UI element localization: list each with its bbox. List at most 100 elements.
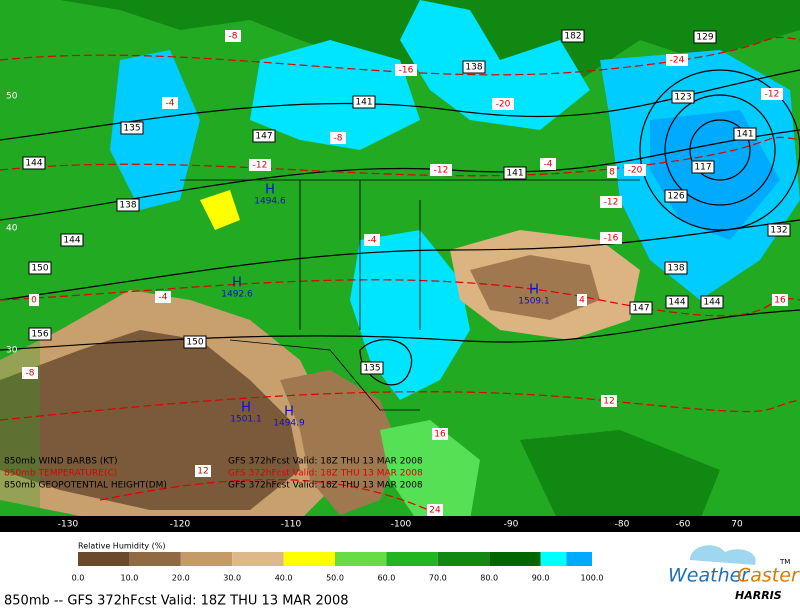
temperature-label-box — [162, 97, 178, 109]
temperature-label: 24 — [429, 506, 441, 516]
valid-line: GFS 372hFcst Valid: 18Z THU 13 MAR 2008 — [228, 457, 423, 467]
height-label-box — [60, 233, 84, 247]
height-label: 129 — [696, 33, 713, 43]
temperature-label-box — [395, 64, 417, 76]
temperature-label-box — [577, 294, 587, 306]
height-label: 150 — [186, 338, 203, 348]
colorbar-tick: 20.0 — [172, 574, 190, 583]
company: HARRIS — [735, 589, 782, 602]
height-label-box — [28, 327, 52, 341]
height-label-box — [252, 129, 276, 143]
height-label: 144 — [25, 159, 42, 169]
colorbar-tick: 70.0 — [429, 574, 447, 583]
temperature-label: -4 — [544, 160, 553, 170]
temperature-label: -16 — [399, 66, 414, 76]
colorbar-tick: 90.0 — [532, 574, 550, 583]
temperature-label-box — [601, 395, 617, 407]
temperature-label-box — [195, 465, 211, 477]
temperature-label: -4 — [166, 99, 175, 109]
temperature-label-box — [330, 132, 346, 144]
height-label-box — [503, 166, 527, 180]
height-label: 132 — [770, 226, 787, 236]
valid-line: GFS 372hFcst Valid: 18Z THU 13 MAR 2008 — [228, 469, 423, 479]
temperature-label-box — [155, 291, 171, 303]
colorbar-segment — [437, 552, 490, 566]
brand-a: Weather — [668, 565, 750, 587]
lon-label: -100 — [391, 520, 412, 530]
temperature-label: 8 — [609, 168, 615, 178]
height-label: 135 — [363, 364, 380, 374]
temperature-label: -8 — [229, 32, 238, 42]
center-letter: H — [232, 276, 242, 291]
height-label-box — [671, 90, 695, 104]
temperature-label: -4 — [368, 236, 377, 246]
height-label-box — [767, 223, 791, 237]
temperature-label: 12 — [603, 397, 614, 407]
colorbar-segment — [489, 552, 541, 566]
height-label: 144 — [703, 298, 720, 308]
center-value: 1492.6 — [221, 290, 253, 300]
map-legend: 850mb WIND BARBS (KT) 850mb TEMPERATURE(… — [4, 457, 423, 491]
height-label: 141 — [355, 98, 372, 108]
height-label: 138 — [119, 201, 136, 211]
height-label: 144 — [668, 298, 685, 308]
legend-line: 850mb TEMPERATURE(C) — [4, 469, 117, 479]
colorbar-tick: 40.0 — [275, 574, 293, 583]
colorbar-tick: 100.0 — [581, 574, 604, 583]
temperature-label-box — [607, 166, 617, 178]
map-borders — [180, 179, 640, 411]
temperature-label-box — [225, 30, 241, 42]
height-label: 147 — [255, 132, 272, 142]
temperature-label-box — [249, 159, 271, 171]
lon-label: -80 — [615, 520, 630, 530]
colorbar-tick: 0.0 — [72, 574, 85, 583]
height-label: 147 — [632, 304, 649, 314]
center-value: 1494.6 — [254, 197, 286, 207]
lat-label: 40 — [6, 224, 18, 234]
height-label-box — [691, 160, 715, 174]
height-label-box — [22, 156, 46, 170]
temperature-label-box — [600, 196, 622, 208]
legend-line: 850mb GEOPOTENTIAL HEIGHT(DM) — [4, 481, 167, 491]
brand-b: Caster — [737, 565, 800, 587]
temperature-label-box — [600, 232, 622, 244]
lon-label: -90 — [504, 520, 519, 530]
temperature-label: -4 — [159, 293, 168, 303]
temperature-label-box — [540, 158, 556, 170]
temperature-label-box — [29, 294, 39, 306]
temperature-label-box — [624, 164, 646, 176]
height-label: 126 — [667, 192, 684, 202]
temperature-label: -12 — [253, 161, 268, 171]
height-label: 150 — [31, 264, 48, 274]
lon-label: -60 — [676, 520, 691, 530]
height-label-box — [28, 261, 52, 275]
temperature-label: -12 — [765, 90, 780, 100]
temperature-label: -16 — [604, 234, 619, 244]
height-label-box — [183, 335, 207, 349]
colorbar-tick: 80.0 — [480, 574, 498, 583]
colorbar-segment — [232, 552, 284, 566]
temperature-label: 16 — [434, 430, 446, 440]
lon-label: -110 — [281, 520, 302, 530]
height-label-box — [664, 261, 688, 275]
colorbar-segment — [180, 552, 233, 566]
temperature-label: -8 — [334, 134, 343, 144]
colorbar-segment — [386, 552, 438, 566]
colorbar-segment — [129, 552, 181, 566]
lon-label: 70 — [731, 520, 743, 530]
colorbar-segment — [540, 552, 567, 566]
colorbar-tick: 50.0 — [326, 574, 344, 583]
height-label: 141 — [506, 169, 523, 179]
height-label-box — [120, 121, 144, 135]
colorbar-segment — [566, 552, 592, 566]
colorbar: 0.0 10.0 20.0 30.0 40.0 50.0 60.0 70.0 80.0 90.0 1… — [72, 552, 604, 583]
temperature-label: -8 — [26, 369, 35, 379]
caption: 850mb -- GFS 372hFcst Valid: 18Z THU 13 … — [4, 594, 349, 609]
height-label: 156 — [31, 330, 48, 340]
trademark: TM — [779, 558, 790, 566]
colorbar-tick: 10.0 — [120, 574, 138, 583]
temperature-label-box — [427, 504, 443, 516]
height-label: 138 — [465, 63, 482, 73]
temperature-contours — [0, 36, 800, 521]
